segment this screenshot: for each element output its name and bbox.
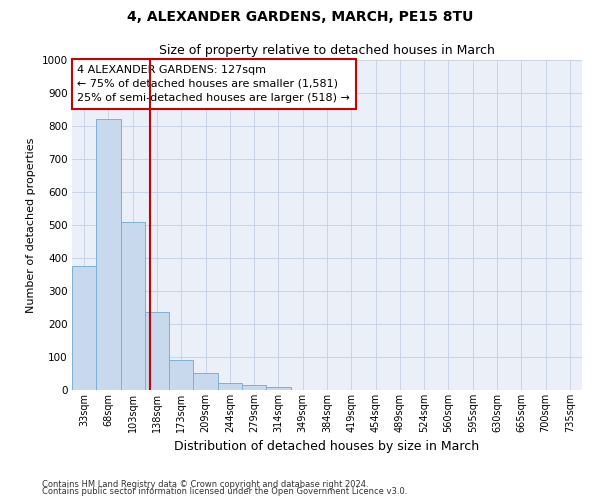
Bar: [121, 222, 145, 390]
Text: Contains public sector information licensed under the Open Government Licence v3: Contains public sector information licen…: [42, 487, 407, 496]
Text: Contains HM Land Registry data © Crown copyright and database right 2024.: Contains HM Land Registry data © Crown c…: [42, 480, 368, 489]
Text: 4 ALEXANDER GARDENS: 127sqm
← 75% of detached houses are smaller (1,581)
25% of : 4 ALEXANDER GARDENS: 127sqm ← 75% of det…: [77, 65, 350, 103]
Title: Size of property relative to detached houses in March: Size of property relative to detached ho…: [159, 44, 495, 58]
Bar: [145, 312, 169, 390]
Y-axis label: Number of detached properties: Number of detached properties: [26, 138, 36, 312]
Text: 4, ALEXANDER GARDENS, MARCH, PE15 8TU: 4, ALEXANDER GARDENS, MARCH, PE15 8TU: [127, 10, 473, 24]
Bar: [72, 266, 96, 390]
Bar: [266, 388, 290, 390]
Bar: [193, 373, 218, 390]
Bar: [218, 382, 242, 390]
Bar: [242, 385, 266, 390]
Bar: [96, 120, 121, 390]
X-axis label: Distribution of detached houses by size in March: Distribution of detached houses by size …: [175, 440, 479, 454]
Bar: [169, 360, 193, 390]
